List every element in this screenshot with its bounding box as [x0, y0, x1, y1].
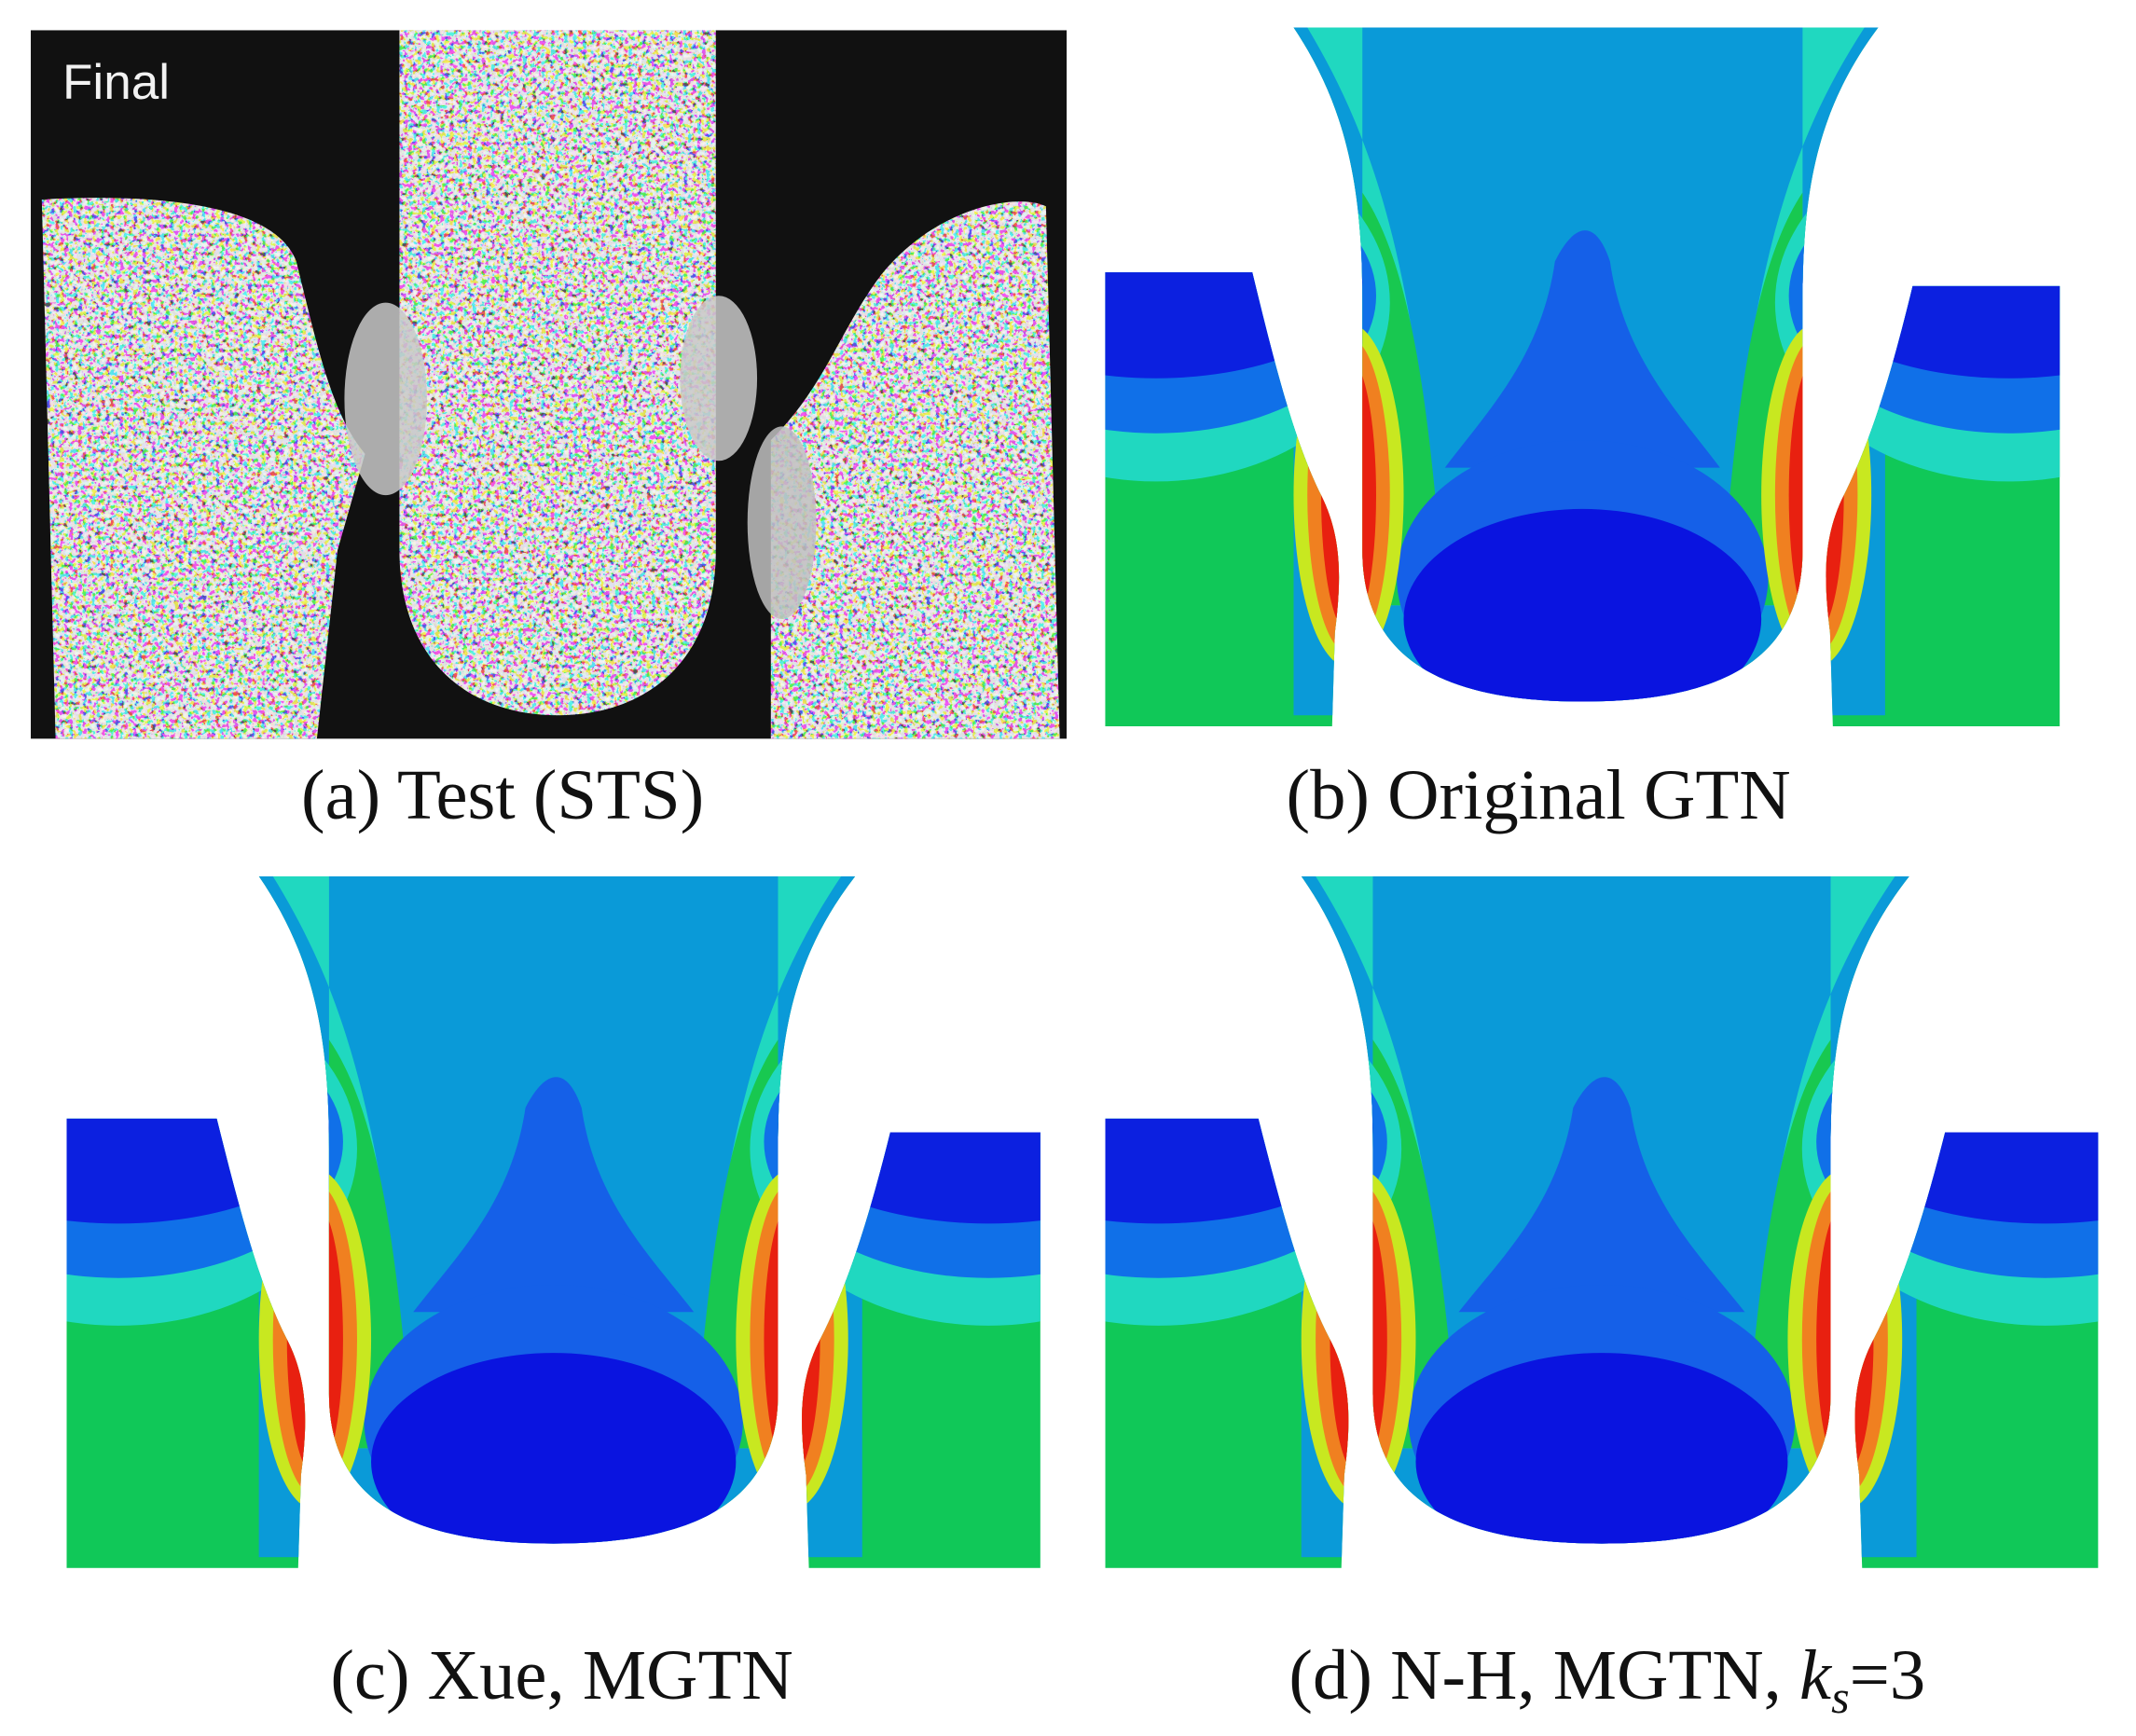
panel-d-contour — [915, 876, 2136, 1585]
caption: (c) Xue, MGTN — [330, 1635, 792, 1715]
caption-subscript: s — [1831, 1671, 1850, 1723]
neck-highlight — [747, 426, 817, 619]
figure-shape — [41, 198, 365, 739]
specimen-photo — [41, 30, 1060, 739]
caption: (a) Test (STS) — [301, 755, 704, 834]
neck-highlight — [680, 296, 758, 462]
caption-text: (d) N-H, MGTN, — [1288, 1635, 1799, 1715]
caption-symbol: k — [1799, 1635, 1833, 1715]
panel-c-contour — [0, 876, 1227, 1585]
caption: (b) Original GTN — [1287, 755, 1791, 834]
figure-shape — [770, 201, 1060, 739]
panel-a: Final — [31, 30, 1068, 739]
panel-b-contour — [922, 28, 2136, 743]
caption: (d) N-H, MGTN, ks=3 — [1288, 1635, 1925, 1723]
neck-highlight — [344, 302, 427, 496]
photo-label: Final — [62, 55, 170, 110]
caption-text: =3 — [1850, 1635, 1926, 1715]
figure-shape — [399, 30, 716, 716]
